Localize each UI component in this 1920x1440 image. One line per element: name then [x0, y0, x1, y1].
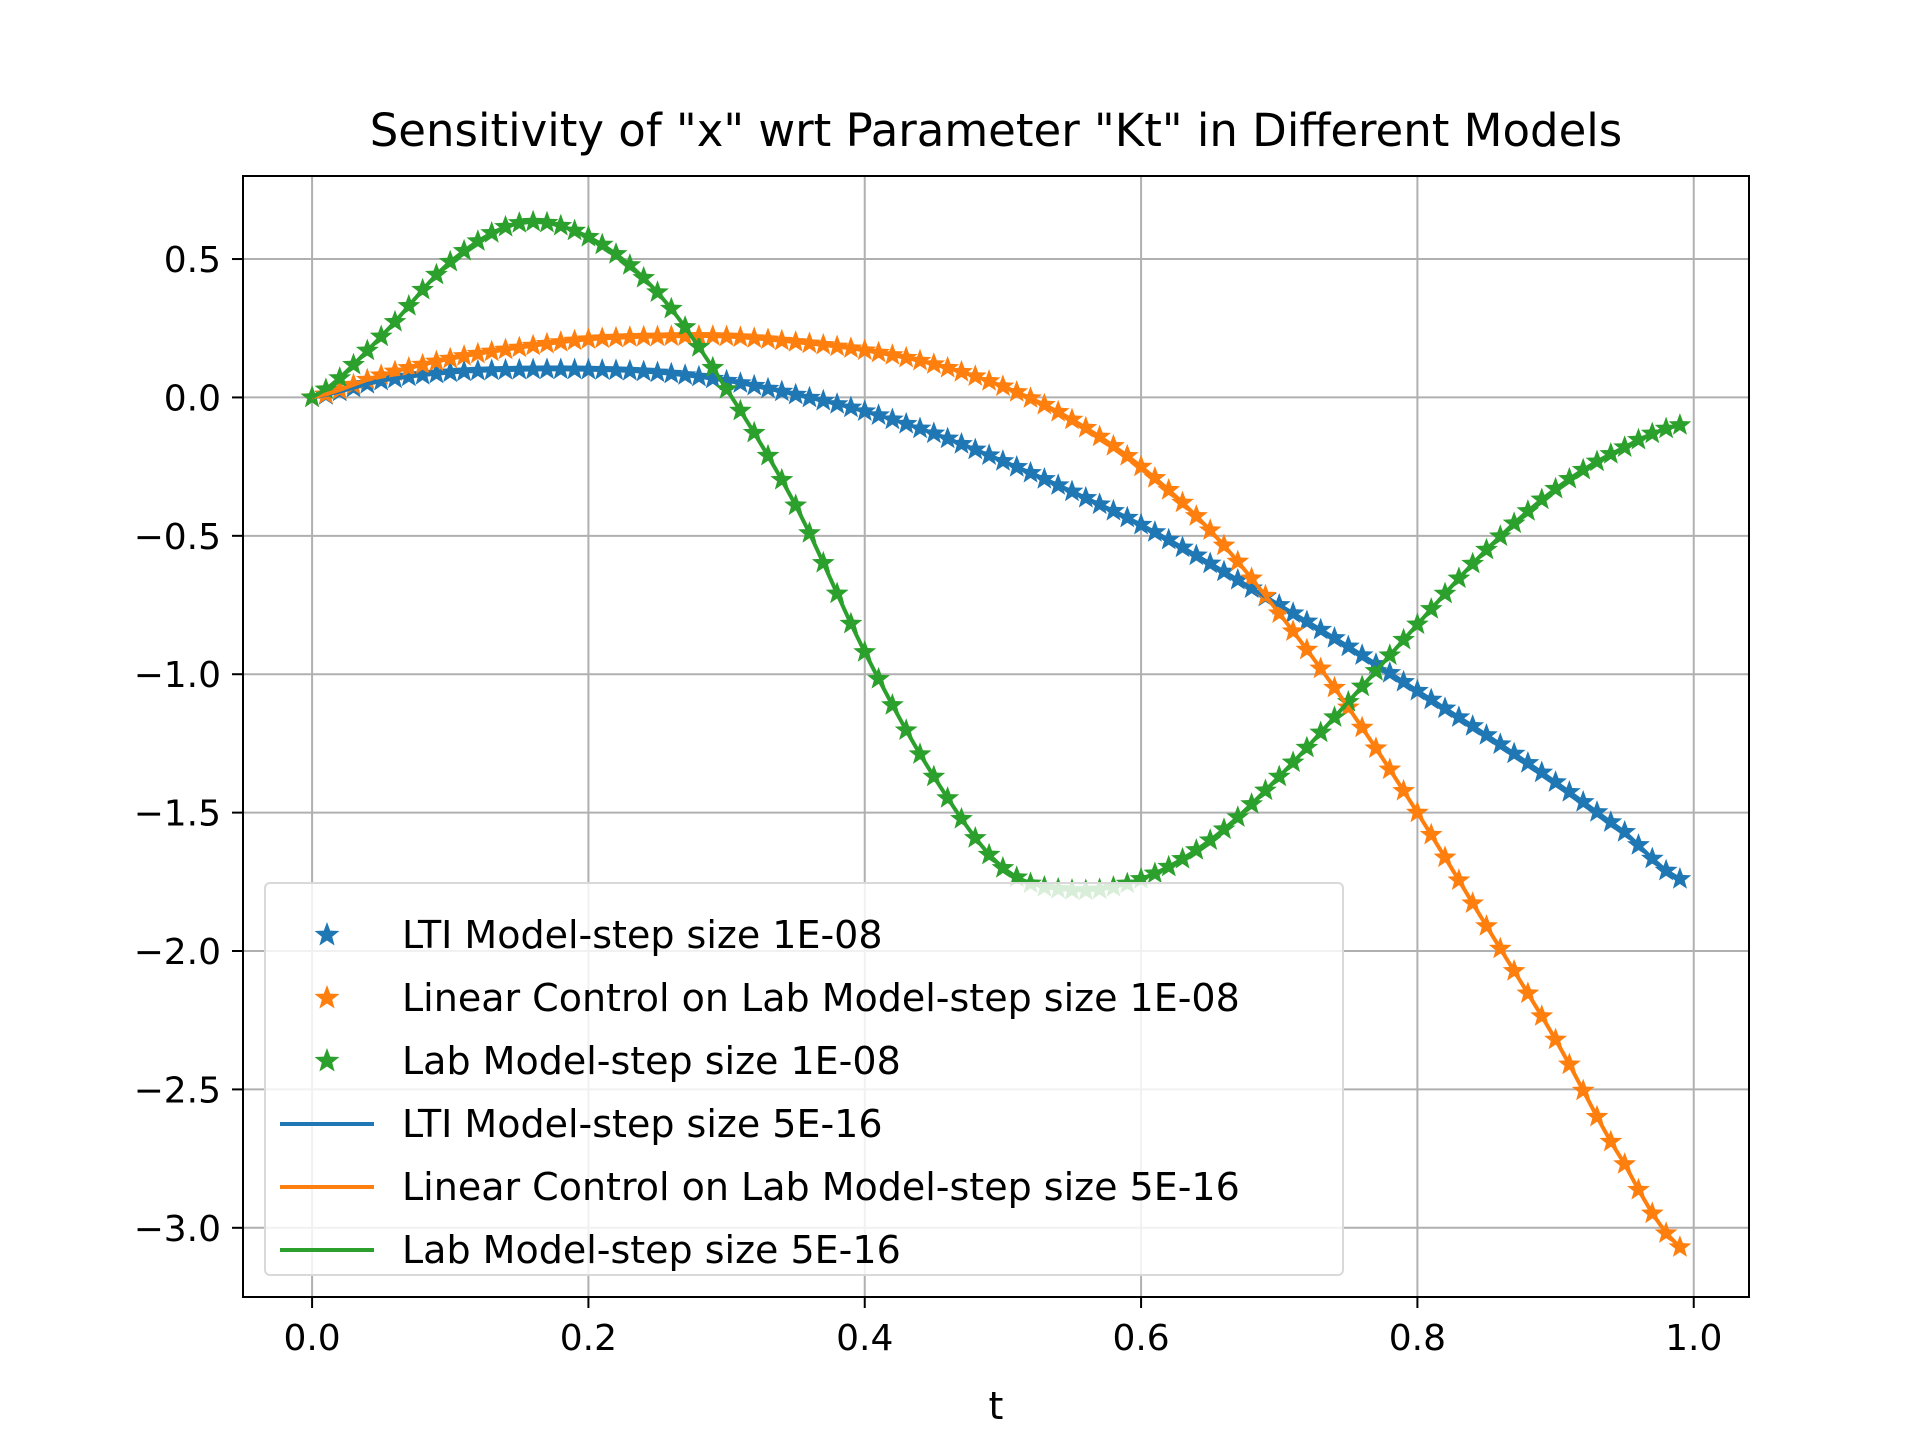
series-4 — [311, 333, 1682, 1249]
y-tick-label: −3.0 — [134, 1209, 221, 1250]
legend-entry: Lab Model-step size 1E-08 — [266, 1030, 1342, 1092]
x-tick-label: 0.0 — [283, 1318, 340, 1359]
x-tick-label: 0.6 — [1112, 1318, 1169, 1359]
legend-line-green — [280, 1248, 374, 1252]
legend: LTI Model-step size 1E-08 Linear Control… — [264, 882, 1344, 1276]
x-tick-label: 0.4 — [836, 1318, 893, 1359]
legend-line-blue — [280, 1122, 374, 1126]
chart-title: Sensitivity of "x" wrt Parameter "Kt" in… — [370, 104, 1623, 157]
axis-layer: 0.0 0.2 0.4 0.6 0.8 1.0 0.5 0.0 −0.5 −1.0 −1.5 −2.0… — [134, 240, 1723, 1359]
y-tick-label: 0.5 — [164, 240, 221, 281]
x-tick-label: 1.0 — [1665, 1318, 1722, 1359]
legend-entry: Linear Control on Lab Model-step size 1E… — [266, 967, 1342, 1029]
legend-star-icon — [314, 922, 340, 946]
legend-star-marker-blue — [314, 922, 340, 946]
series-5 — [311, 219, 1681, 893]
legend-label: Linear Control on Lab Model-step size 5E… — [402, 1165, 1240, 1209]
legend-star-marker-orange — [314, 985, 340, 1009]
legend-star-icon — [314, 1048, 340, 1072]
x-tick-label: 0.8 — [1389, 1318, 1446, 1359]
y-tick-label: −2.5 — [134, 1070, 221, 1111]
legend-entry: Lab Model-step size 5E-16 — [266, 1219, 1342, 1281]
series-line — [311, 333, 1682, 1249]
legend-line-orange — [280, 1185, 374, 1189]
legend-star-icon — [314, 985, 340, 1009]
series-3 — [311, 367, 1681, 881]
legend-label: LTI Model-step size 1E-08 — [402, 913, 883, 957]
legend-label: LTI Model-step size 5E-16 — [402, 1102, 883, 1146]
legend-entry: LTI Model-step size 5E-16 — [266, 1093, 1342, 1155]
y-tick-label: −1.0 — [134, 655, 221, 696]
plot-frame — [242, 175, 1750, 1298]
series-layer — [300, 209, 1692, 1257]
y-tick-label: −1.5 — [134, 794, 221, 835]
data-point-star — [1668, 413, 1692, 435]
y-tick-label: −0.5 — [134, 517, 221, 558]
x-tick-label: 0.2 — [560, 1318, 617, 1359]
y-tick-label: 0.0 — [164, 378, 221, 419]
legend-star-marker-green — [314, 1048, 340, 1072]
legend-label: Lab Model-step size 1E-08 — [402, 1039, 901, 1083]
x-axis-label: t — [989, 1384, 1004, 1428]
legend-entry: LTI Model-step size 1E-08 — [266, 904, 1342, 966]
series-line — [311, 367, 1681, 881]
legend-entry: Linear Control on Lab Model-step size 5E… — [266, 1156, 1342, 1218]
series-line — [311, 219, 1681, 893]
legend-label: Linear Control on Lab Model-step size 1E… — [402, 976, 1240, 1020]
legend-label: Lab Model-step size 5E-16 — [402, 1228, 901, 1272]
y-tick-label: −2.0 — [134, 932, 221, 973]
